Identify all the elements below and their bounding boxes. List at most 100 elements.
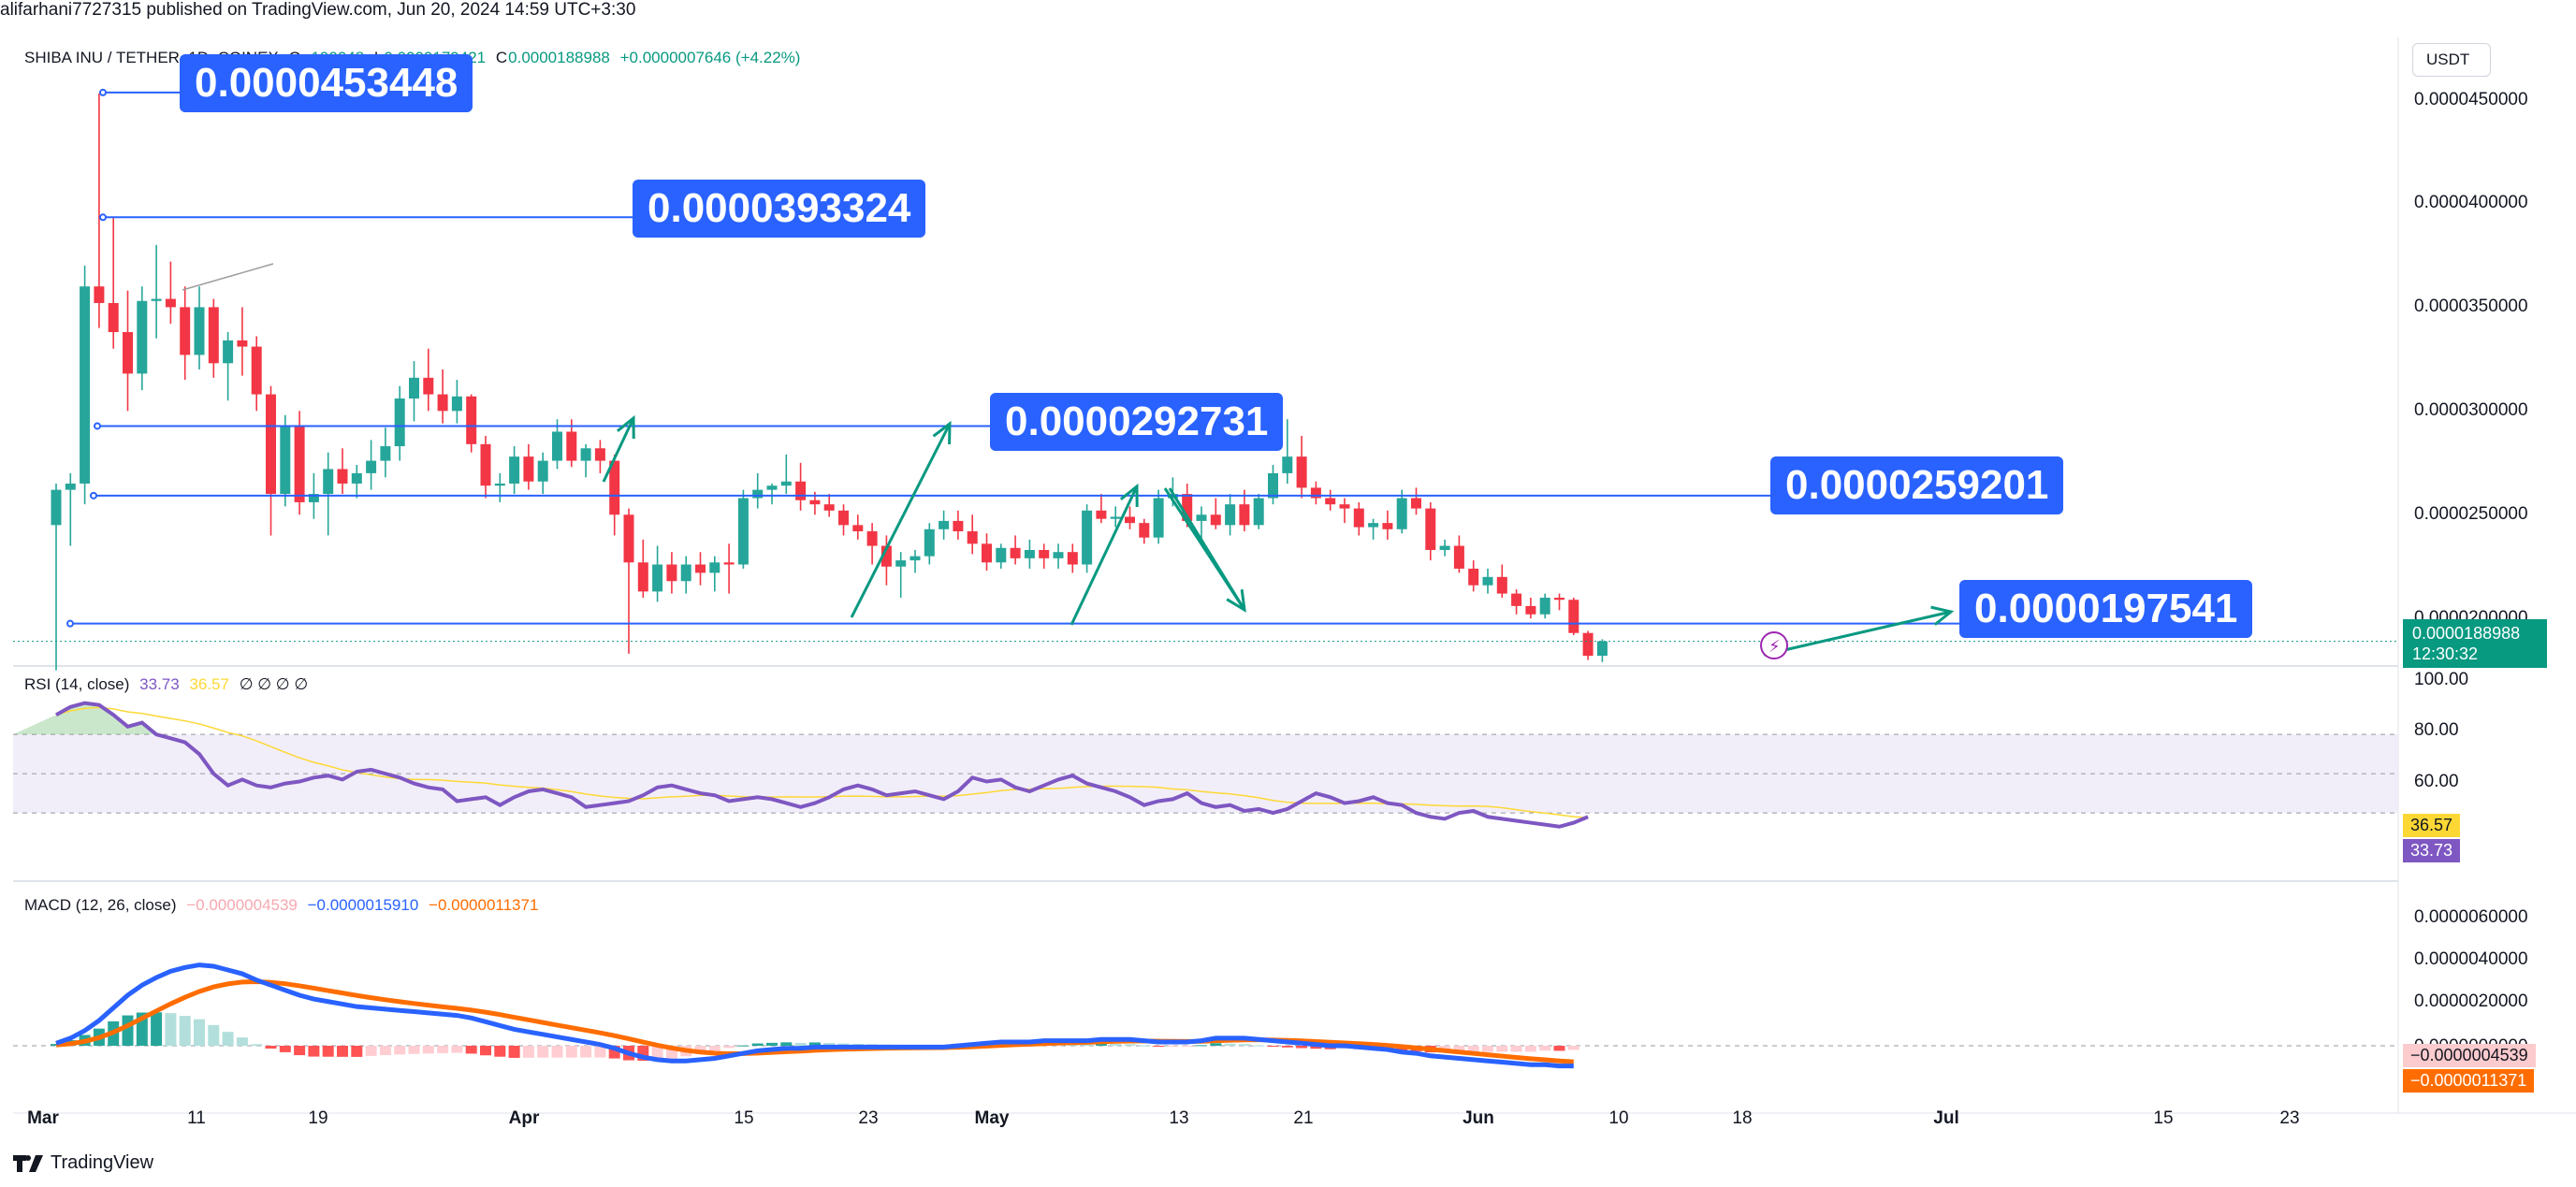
macd-histogram-bar	[151, 1012, 163, 1046]
rsi-sma-line	[55, 706, 1589, 818]
level-anchor-point	[94, 422, 101, 430]
level-label-2[interactable]: 0.0000393324	[633, 180, 926, 238]
candle-body	[123, 332, 133, 374]
price-axis-label: 0.0000300000	[2414, 400, 2528, 421]
macd-histogram-bar	[837, 1043, 850, 1046]
macd-histogram-bar	[823, 1043, 836, 1046]
macd-histogram-bar	[1181, 1046, 1193, 1047]
macd-histogram-bar	[1496, 1046, 1508, 1052]
macd-histogram-bar	[122, 1015, 134, 1046]
candle-body	[151, 298, 162, 301]
date-axis-label: Jul	[1933, 1108, 1959, 1128]
date-axis-label: 19	[308, 1108, 328, 1128]
macd-histogram-bar	[808, 1042, 821, 1046]
candle-body	[1396, 498, 1407, 529]
candle-body	[65, 483, 76, 490]
level-label-1[interactable]: 0.0000453448	[180, 54, 473, 112]
candle-body	[366, 460, 377, 473]
candle-body	[1196, 514, 1207, 521]
change-value: +0.0000007646 (+4.22%)	[619, 49, 801, 66]
last-price-value: 0.0000188988	[2412, 624, 2521, 643]
price-axis-label: 0.0000450000	[2414, 89, 2528, 109]
candle-body	[1282, 456, 1293, 473]
macd-histogram-bar	[1267, 1046, 1279, 1047]
macd-histogram-bar	[694, 1046, 706, 1054]
macd-histogram-bar	[651, 1046, 663, 1061]
macd-histogram-bar	[322, 1046, 334, 1057]
macd-histogram-bar	[1482, 1046, 1493, 1052]
candle-body	[609, 460, 620, 515]
candle-body	[108, 302, 119, 333]
trend-arrow-line	[850, 423, 952, 618]
macd-histogram-bar	[351, 1046, 363, 1057]
level-anchor-point	[66, 619, 74, 628]
macd-histogram-bar	[1310, 1046, 1322, 1049]
candle-body	[982, 543, 992, 563]
alert-marker-icon	[1760, 631, 1788, 659]
level-label-5[interactable]: 0.0000197541	[1959, 580, 2253, 638]
candle-body	[1296, 456, 1307, 488]
macd-histogram-bar	[1224, 1043, 1236, 1046]
level-anchor-point	[90, 491, 97, 499]
candle-body	[680, 564, 691, 582]
macd-histogram-bar	[780, 1042, 793, 1046]
rsi-title: RSI (14, close)	[24, 675, 130, 693]
candle-body	[51, 489, 62, 526]
rsi-extras: ∅ ∅ ∅ ∅	[239, 675, 309, 693]
candle-body	[1225, 504, 1236, 526]
macd-histogram-bar	[1210, 1043, 1222, 1046]
trend-arrow-line	[1070, 485, 1139, 626]
macd-legend: MACD (12, 26, close) −0.0000004539 −0.00…	[24, 896, 544, 915]
candle-body	[323, 469, 334, 495]
price-axis-label: 0.0000400000	[2414, 193, 2528, 213]
macd-histogram-bar	[451, 1046, 463, 1053]
rsi-overbought-fill	[13, 702, 214, 735]
date-axis-label: 23	[2279, 1108, 2300, 1128]
candle-body	[1139, 523, 1150, 538]
candle-body	[237, 340, 248, 347]
price-axis-label: 0.0000250000	[2414, 504, 2528, 525]
currency-button[interactable]: USDT	[2412, 43, 2491, 77]
date-axis-label: Apr	[508, 1108, 540, 1128]
candle-body	[723, 562, 735, 565]
candle-body	[94, 286, 105, 303]
candle-body	[223, 340, 234, 364]
macd-histogram-bar	[465, 1046, 477, 1054]
macd-histogram-bar	[565, 1046, 577, 1058]
tradingview-logo-icon	[13, 1154, 43, 1172]
candle-body	[880, 545, 892, 567]
close-label: C	[495, 49, 508, 66]
candle-body	[394, 398, 405, 447]
candle-body	[137, 300, 148, 374]
rsi-sma-value: 36.57	[189, 675, 229, 693]
macd-pane	[13, 963, 2398, 1069]
candle-body	[1039, 549, 1050, 558]
macd-histogram-bar	[537, 1046, 549, 1058]
macd-histogram-bar	[222, 1032, 234, 1046]
level-label-3[interactable]: 0.0000292731	[990, 393, 1284, 451]
candle-body	[1582, 632, 1594, 657]
date-axis-label: 15	[2153, 1108, 2174, 1128]
candle-body	[637, 562, 648, 592]
candle-body	[552, 431, 562, 461]
date-axis-label: 13	[1169, 1108, 1189, 1128]
candle-body	[709, 562, 720, 573]
candle-body	[337, 469, 348, 484]
level-label-4[interactable]: 0.0000259201	[1770, 456, 2064, 514]
candle-body	[1596, 641, 1608, 657]
macd-signal-value: −0.0000011371	[429, 896, 539, 914]
candle-body	[666, 564, 677, 582]
date-axis-label: 21	[1293, 1108, 1314, 1128]
macd-histogram-bar	[1153, 1046, 1165, 1047]
candle-body	[1339, 504, 1350, 509]
macd-histogram-bar	[708, 1046, 720, 1051]
candle-body	[1482, 576, 1493, 586]
macd-histogram-bar	[794, 1042, 807, 1046]
candle-body	[280, 425, 291, 495]
macd-histogram-bar	[1110, 1043, 1122, 1046]
candle-body	[1210, 514, 1221, 526]
macd-histogram-bar	[1296, 1046, 1308, 1049]
candle-body	[838, 510, 849, 526]
candle-body	[1411, 498, 1421, 509]
